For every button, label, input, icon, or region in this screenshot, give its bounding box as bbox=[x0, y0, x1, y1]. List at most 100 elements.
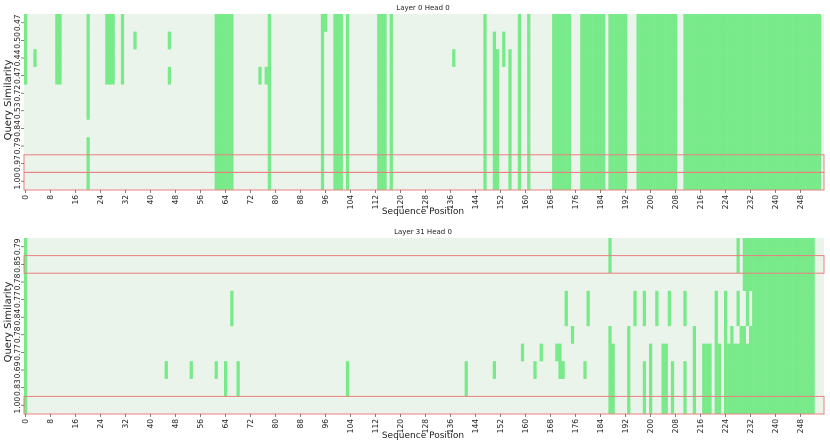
heatmap-cell bbox=[720, 84, 725, 103]
heatmap-cell bbox=[224, 361, 228, 379]
heatmap-cell bbox=[692, 378, 697, 397]
heatmap-cell bbox=[339, 31, 343, 50]
heatmap-cell bbox=[189, 361, 193, 379]
heatmap-cell bbox=[658, 49, 662, 67]
heatmap-cell bbox=[227, 119, 231, 138]
x-tick-label: 120 bbox=[396, 419, 405, 434]
heatmap-cell bbox=[320, 14, 325, 32]
heatmap-cell bbox=[658, 172, 662, 191]
heatmap-cell bbox=[611, 343, 615, 362]
heatmap-cell bbox=[652, 66, 656, 85]
heatmap-cell bbox=[608, 66, 612, 85]
heatmap-cell bbox=[608, 119, 612, 138]
heatmap-cell bbox=[805, 308, 809, 327]
heatmap-cells bbox=[24, 14, 824, 191]
heatmap-cell bbox=[749, 378, 753, 397]
heatmap-cell bbox=[777, 84, 781, 103]
heatmap-cell bbox=[336, 49, 340, 67]
heatmap-cell bbox=[561, 14, 565, 32]
x-tick-label: 64 bbox=[221, 419, 230, 429]
heatmap-cell bbox=[724, 343, 728, 362]
heatmap-cell bbox=[645, 14, 650, 32]
heatmap-cell bbox=[705, 14, 709, 32]
heatmap-cell bbox=[764, 238, 768, 256]
heatmap-cell bbox=[752, 361, 756, 379]
y-tick-label: 0.97 bbox=[13, 155, 22, 172]
chart-title: Layer 31 Head 0 bbox=[394, 228, 452, 236]
heatmap-cell bbox=[758, 137, 762, 155]
x-tick-label: 112 bbox=[371, 419, 380, 434]
heatmap-cell bbox=[811, 172, 815, 191]
x-tick-label: 248 bbox=[796, 195, 805, 210]
heatmap-cell bbox=[736, 396, 740, 415]
heatmap-cell bbox=[683, 84, 687, 103]
heatmap-cell bbox=[792, 238, 797, 256]
heatmap-cell bbox=[736, 308, 740, 327]
heatmap-cell bbox=[645, 49, 650, 67]
heatmap-cell bbox=[167, 66, 172, 85]
heatmap-cell bbox=[339, 66, 343, 85]
heatmap-cell bbox=[792, 326, 797, 344]
heatmap-cell bbox=[770, 31, 775, 50]
heatmap-cell bbox=[552, 84, 556, 103]
heatmap-cell bbox=[742, 154, 747, 173]
heatmap-cell bbox=[683, 154, 687, 173]
heatmap-cell bbox=[802, 378, 806, 397]
heatmap-cell bbox=[339, 14, 343, 32]
heatmap-cell bbox=[86, 172, 90, 191]
heatmap-cell bbox=[742, 66, 747, 85]
heatmap-cell bbox=[749, 255, 753, 274]
heatmap-cell bbox=[777, 102, 781, 120]
heatmap-cell bbox=[592, 31, 597, 50]
heatmap-cell bbox=[767, 31, 772, 50]
heatmap-cell bbox=[645, 119, 650, 138]
heatmap-cell bbox=[777, 378, 781, 397]
heatmap-cell bbox=[699, 66, 703, 85]
heatmap-cell bbox=[774, 378, 778, 397]
heatmap-cell bbox=[230, 14, 234, 32]
heatmap-cell bbox=[724, 172, 728, 191]
heatmap-cell bbox=[749, 326, 753, 344]
heatmap-cell bbox=[224, 31, 228, 50]
heatmap-cell bbox=[661, 102, 665, 120]
heatmap-cell bbox=[817, 119, 822, 138]
heatmap-cell bbox=[770, 308, 775, 327]
heatmap-cell bbox=[267, 49, 272, 67]
heatmap-cell bbox=[792, 396, 797, 415]
heatmap-cell bbox=[783, 49, 787, 67]
x-tick-label: 48 bbox=[171, 195, 180, 205]
heatmap-cell bbox=[717, 343, 722, 362]
heatmap-cell bbox=[745, 49, 750, 67]
heatmap-cell bbox=[380, 172, 384, 191]
heatmap-cell bbox=[702, 119, 706, 138]
heatmap-cell bbox=[686, 49, 690, 67]
heatmap-cell bbox=[745, 102, 750, 120]
heatmap-cell bbox=[811, 273, 815, 291]
heatmap-cell bbox=[814, 172, 818, 191]
heatmap-cell bbox=[592, 154, 597, 173]
heatmap-cell bbox=[217, 137, 222, 155]
heatmap-cell bbox=[217, 154, 222, 173]
heatmap-cell bbox=[624, 172, 628, 191]
chart-title: Layer 0 Head 0 bbox=[396, 4, 449, 12]
heatmap-cell bbox=[789, 137, 793, 155]
heatmap-cell bbox=[686, 102, 690, 120]
heatmap-cell bbox=[720, 14, 725, 32]
heatmap-cell bbox=[608, 172, 612, 191]
heatmap-cell bbox=[702, 154, 706, 173]
heatmap-cell bbox=[345, 119, 350, 138]
heatmap-cell bbox=[786, 290, 790, 309]
heatmap-cell bbox=[555, 31, 559, 50]
heatmap-cell bbox=[802, 343, 806, 362]
heatmap-cell bbox=[692, 154, 697, 173]
heatmap-cell bbox=[717, 102, 722, 120]
heatmap-cell bbox=[761, 361, 765, 379]
heatmap-cell bbox=[745, 396, 750, 415]
heatmap-cell bbox=[689, 137, 693, 155]
heatmap-cell bbox=[227, 172, 231, 191]
heatmap-cell bbox=[686, 66, 690, 85]
heatmap-cell bbox=[802, 396, 806, 415]
heatmap-cell bbox=[589, 31, 593, 50]
heatmap-cell bbox=[752, 238, 756, 256]
heatmap-cell bbox=[645, 102, 650, 120]
